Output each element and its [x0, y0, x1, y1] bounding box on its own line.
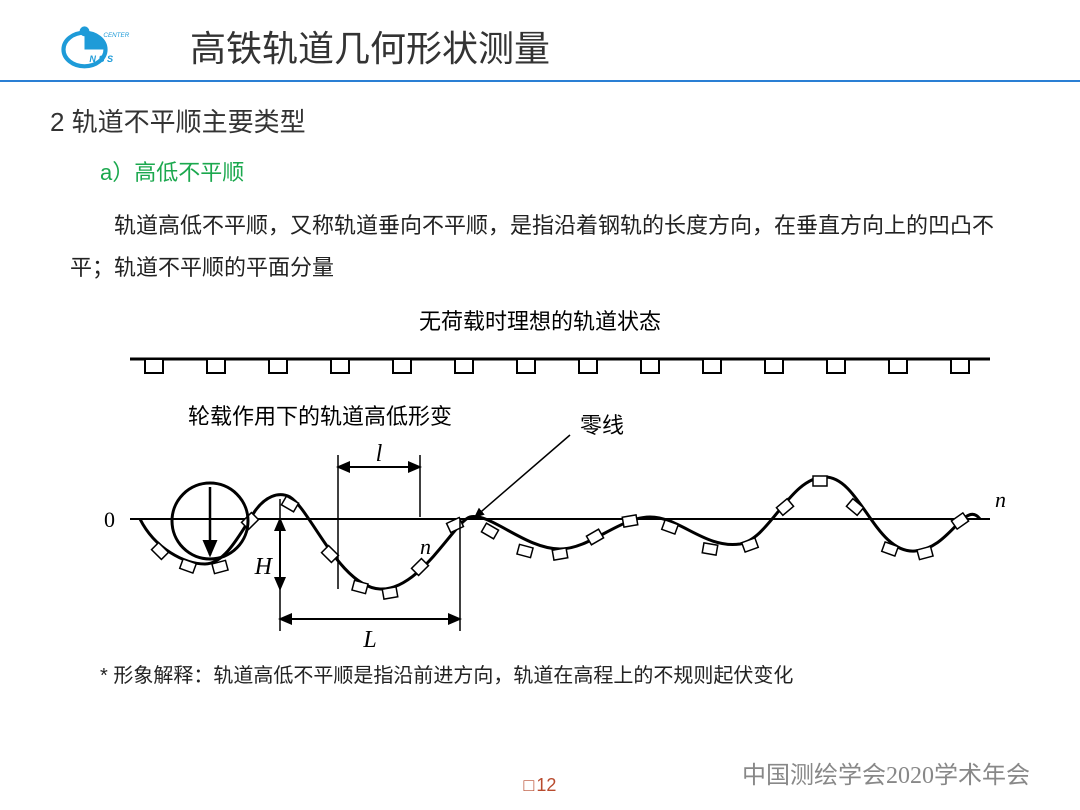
logo-top-text: CENTER [103, 32, 129, 39]
svg-text:n: n [995, 487, 1006, 512]
slide-title: 高铁轨道几何形状测量 [190, 20, 550, 72]
conference-label: 中国测绘学会2020学术年会 [742, 755, 1030, 790]
page-number: 12 [524, 775, 557, 796]
logo-icon: CENTER N S S [60, 21, 130, 71]
svg-text:n: n [420, 534, 431, 559]
body-text: 轨道高低不平顺，又称轨道垂向不平顺，是指沿着钢轨的长度方向，在垂直方向上的凹凸不… [0, 187, 1080, 289]
sub-heading: a）高低不平顺 [0, 139, 1080, 187]
svg-text:无荷载时理想的轨道状态: 无荷载时理想的轨道状态 [419, 309, 661, 334]
svg-text:轮载作用下的轨道高低形变: 轮载作用下的轨道高低形变 [188, 404, 452, 429]
svg-text:H: H [254, 554, 274, 580]
svg-text:零线: 零线 [580, 413, 624, 438]
track-diagram: 无荷载时理想的轨道状态轮载作用下的轨道高低形变 0 n l n L H 零线 [60, 299, 1020, 649]
svg-text:l: l [376, 441, 383, 467]
slide-header: CENTER N S S 高铁轨道几何形状测量 [0, 0, 1080, 82]
logo-bottom-text: N S S [89, 54, 113, 64]
svg-text:L: L [362, 627, 376, 649]
svg-text:0: 0 [104, 507, 115, 532]
section-heading: 2 轨道不平顺主要类型 [0, 82, 1080, 139]
footnote: * 形象解释：轨道高低不平顺是指沿前进方向，轨道在高程上的不规则起伏变化 [0, 649, 1080, 688]
